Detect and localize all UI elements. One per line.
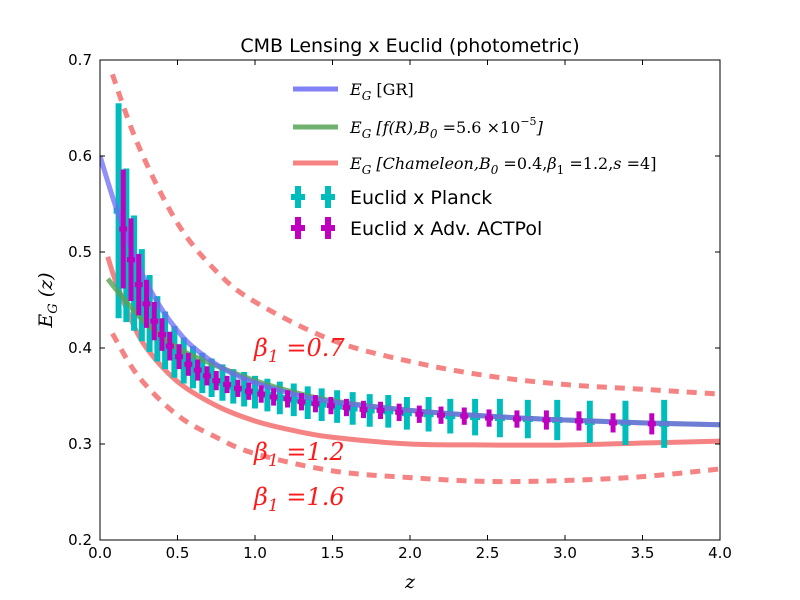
y-axis-label: EG (z) — [35, 272, 61, 328]
y-tick-label: 0.7 — [68, 51, 92, 69]
errorbar-actpol — [119, 169, 656, 435]
y-tick-label: 0.4 — [68, 339, 92, 357]
legend-label-planck: Euclid x Planck — [350, 187, 492, 209]
annotations: β1 =0.7 β1 =1.2 β1 =1.6 — [253, 334, 345, 516]
x-tick-label: 2.5 — [476, 544, 500, 562]
legend-label-fr: EG [f(R),B0 =5.6 ×10−5] — [349, 115, 544, 141]
x-tick-label: 4.0 — [708, 544, 732, 562]
x-tick-label: 2.0 — [398, 544, 422, 562]
annotation-beta-1-6: β1 =1.6 — [253, 483, 345, 516]
x-tick-label: 3.0 — [553, 544, 577, 562]
x-tick-label: 0.5 — [166, 544, 190, 562]
legend-label-actpol: Euclid x Adv. ACTPol — [350, 218, 542, 240]
legend-swatch-actpol — [291, 217, 335, 239]
x-tick-label: 0.0 — [88, 544, 112, 562]
legend-label-chameleon: EG [Chameleon,B0 =0.4,β1 =1.2,s =4] — [349, 154, 656, 177]
legend-swatch-planck — [291, 186, 335, 208]
x-tick-label: 1.5 — [321, 544, 345, 562]
annotation-beta-1-2: β1 =1.2 — [253, 438, 345, 471]
y-tick-label: 0.3 — [68, 435, 92, 453]
y-tick-label: 0.6 — [68, 147, 92, 165]
dashed-curve-1 — [110, 332, 720, 485]
annotation-beta-0-7: β1 =0.7 — [253, 334, 345, 367]
plot-marks — [100, 73, 720, 485]
legend-label-gr: EG [GR] — [349, 80, 414, 103]
y-tick-label: 0.5 — [68, 243, 92, 261]
x-axis-label: z — [404, 571, 416, 593]
x-tick-label: 1.0 — [243, 544, 267, 562]
dashed-curve-0 — [110, 73, 720, 397]
legend: EG [GR] EG [f(R),B0 =5.6 ×10−5] EG [Cham… — [291, 80, 656, 240]
x-tick-label: 3.5 — [631, 544, 655, 562]
y-tick-label: 0.2 — [68, 531, 92, 549]
chart-title: CMB Lensing x Euclid (photometric) — [240, 35, 579, 57]
plot-area — [100, 73, 720, 485]
axis-ticks: 0.0 0.5 1.0 1.5 2.0 2.5 3.0 3.5 4.0 0.2 0.3 0.4 0.5 0… — [68, 51, 732, 562]
